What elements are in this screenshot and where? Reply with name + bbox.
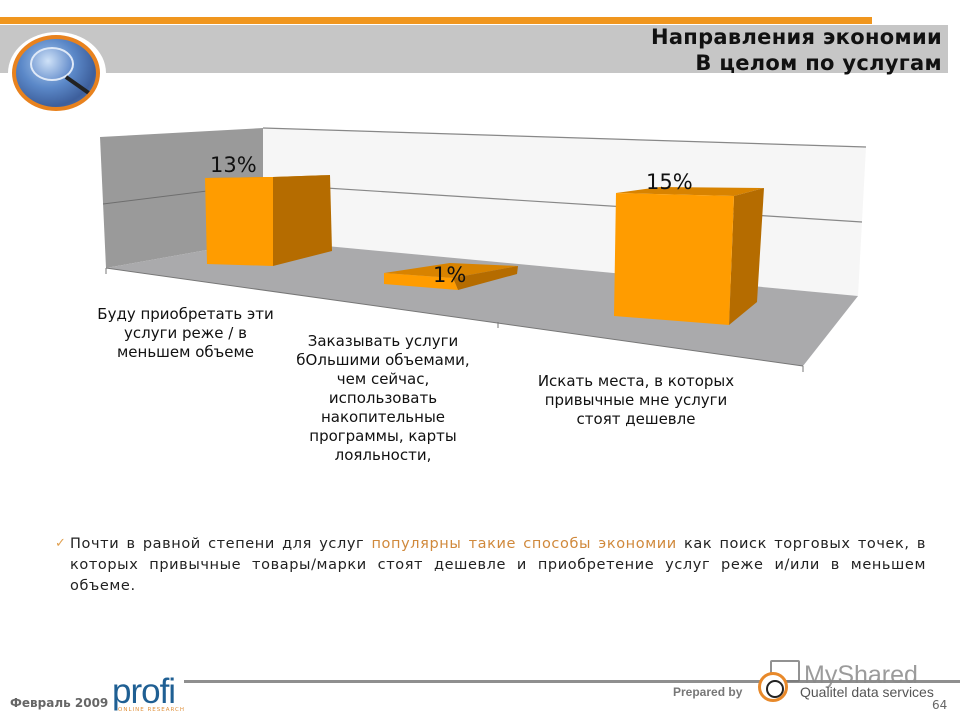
label-line: привычные мне услуги: [544, 391, 728, 409]
footer-divider: [184, 680, 960, 683]
label-line: лояльности,: [334, 446, 432, 464]
axis-x: [105, 267, 804, 367]
header-accent-bar: [0, 17, 872, 24]
footer-date: Февраль 2009: [10, 696, 109, 710]
label-line: Буду приобретать эти: [97, 305, 274, 323]
note-highlight: популярны такие способы экономии: [371, 536, 677, 552]
watermark: MyShared: [804, 661, 918, 689]
bar-1-value-label: 13%: [210, 153, 257, 177]
page-title: Направления экономии В целом по услугам: [651, 24, 942, 76]
check-icon: ✓: [55, 536, 66, 551]
title-line-1: Направления экономии: [650, 25, 942, 49]
magnifier-logo-icon: [12, 35, 100, 111]
chart-floor: [106, 240, 858, 366]
bar-1: [205, 175, 332, 266]
prepared-by-label: Prepared by: [673, 685, 743, 699]
note-text: Почти в равной степени для услуг: [70, 536, 372, 552]
label-line: программы, карты: [309, 427, 457, 445]
label-line: Заказывать услуги: [307, 332, 459, 350]
profi-logo: profi: [112, 672, 176, 711]
label-line: меньшем объеме: [116, 343, 255, 361]
category-label-3: Искать места, в которых привычные мне ус…: [525, 372, 747, 429]
summary-note: Почти в равной степени для услуг популяр…: [70, 534, 926, 597]
bar-3: [614, 187, 764, 325]
label-line: накопительные: [320, 408, 446, 426]
page-number: 64: [932, 698, 948, 712]
qualitel-logo-icon: [758, 672, 788, 702]
bar-2-value-label: 1%: [433, 263, 466, 287]
label-line: бОльшими объемами,: [296, 351, 470, 369]
profi-logo-subtitle: ONLINE RESEARCH: [118, 707, 186, 713]
category-label-1: Буду приобретать эти услуги реже / в мен…: [88, 305, 283, 362]
category-label-2: Заказывать услуги бОльшими объемами, чем…: [283, 332, 483, 465]
header-bar: [0, 25, 948, 73]
bar-3-value-label: 15%: [646, 170, 693, 194]
label-line: услуги реже / в: [124, 324, 247, 342]
company-name: Qualitel data services: [800, 684, 934, 700]
lens-icon: [30, 47, 74, 81]
bar-2: [384, 263, 518, 290]
gridline-top: [262, 127, 867, 148]
note-text-rest: как поиск торговых точек, в которых прив…: [70, 536, 926, 594]
label-line: Искать места, в которых: [537, 372, 735, 390]
label-line: использовать: [328, 389, 438, 407]
label-line: чем сейчас,: [336, 370, 430, 388]
title-line-2: В целом по услугам: [695, 51, 942, 75]
label-line: стоят дешевле: [576, 410, 696, 428]
